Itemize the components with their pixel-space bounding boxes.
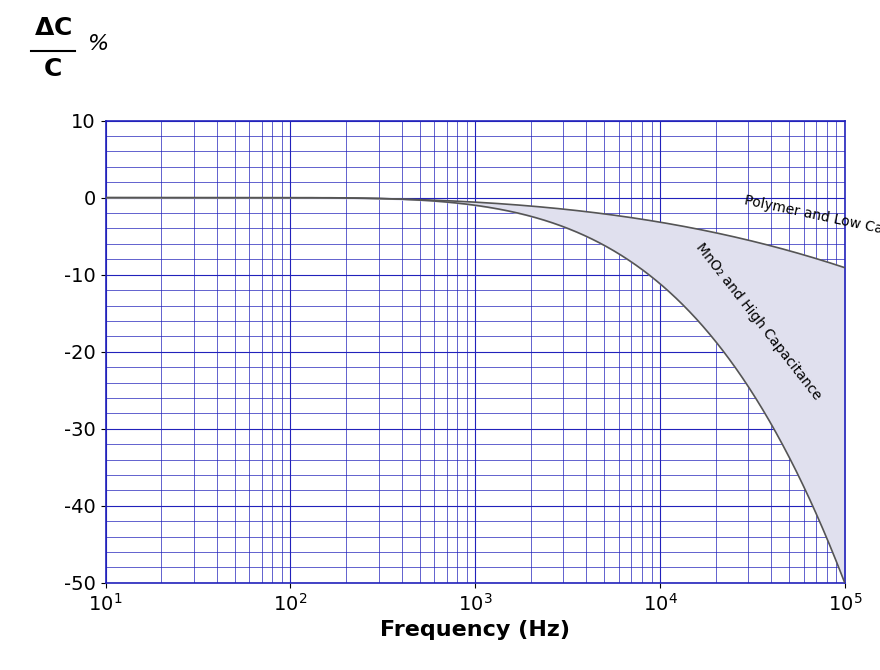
Text: Polymer and Low Capacitance: Polymer and Low Capacitance [743, 194, 880, 251]
Text: MnO₂ and High Capacitance: MnO₂ and High Capacitance [693, 240, 824, 402]
X-axis label: Frequency (Hz): Frequency (Hz) [380, 620, 570, 640]
Text: $\mathbf{C}$: $\mathbf{C}$ [43, 57, 62, 81]
Text: %: % [88, 34, 109, 54]
Text: $\mathbf{\Delta}$$\mathbf{C}$: $\mathbf{\Delta}$$\mathbf{C}$ [33, 16, 72, 40]
